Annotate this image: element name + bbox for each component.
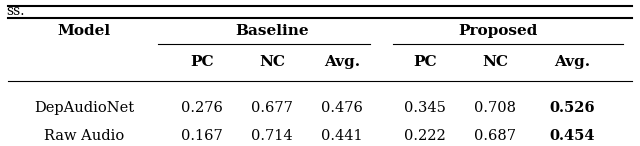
Text: 0.167: 0.167 — [181, 129, 223, 143]
Text: 0.677: 0.677 — [252, 101, 293, 115]
Text: DepAudioNet: DepAudioNet — [34, 101, 134, 115]
Text: 0.276: 0.276 — [181, 101, 223, 115]
Text: ss.: ss. — [6, 4, 25, 18]
Text: 0.526: 0.526 — [549, 101, 595, 115]
Text: NC: NC — [482, 55, 508, 69]
Text: 0.222: 0.222 — [404, 129, 446, 143]
Text: 0.345: 0.345 — [404, 101, 446, 115]
Text: NC: NC — [259, 55, 285, 69]
Text: PC: PC — [413, 55, 437, 69]
Text: PC: PC — [190, 55, 214, 69]
Text: 0.476: 0.476 — [321, 101, 364, 115]
Text: Avg.: Avg. — [554, 55, 590, 69]
Text: 0.714: 0.714 — [252, 129, 293, 143]
Text: 0.708: 0.708 — [474, 101, 516, 115]
Text: 0.454: 0.454 — [549, 129, 595, 143]
Text: Model: Model — [58, 24, 111, 38]
Text: Proposed: Proposed — [459, 24, 538, 38]
Text: 0.441: 0.441 — [321, 129, 363, 143]
Text: 0.687: 0.687 — [474, 129, 516, 143]
Text: Baseline: Baseline — [236, 24, 309, 38]
Text: Raw Audio: Raw Audio — [44, 129, 124, 143]
Text: Avg.: Avg. — [324, 55, 360, 69]
